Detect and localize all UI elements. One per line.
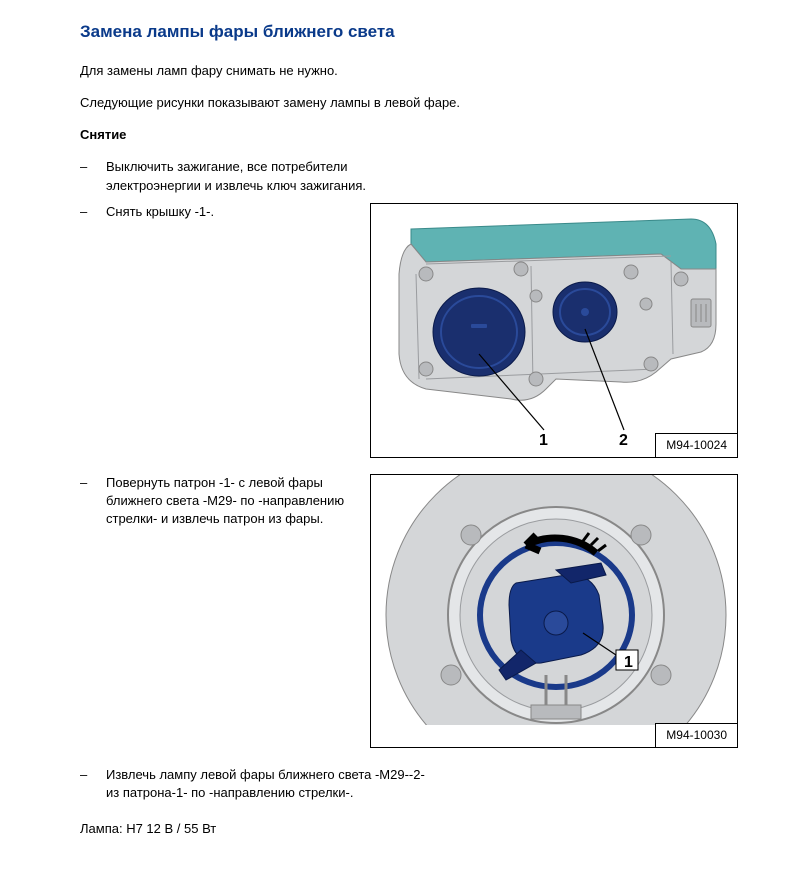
step-3-text: Повернуть патрон -1- с левой фары ближне… bbox=[106, 474, 346, 529]
figure-1-callout-2: 2 bbox=[619, 430, 628, 452]
figure-2: 1 M94-10030 bbox=[370, 474, 738, 748]
step-4-text: Извлечь лампу левой фары ближнего света … bbox=[106, 766, 426, 802]
lamp-spec: Лампа: H7 12 В / 55 Вт bbox=[80, 820, 763, 838]
page-title: Замена лампы фары ближнего света bbox=[80, 20, 763, 44]
step-3-row: – Повернуть патрон -1- с левой фары ближ… bbox=[80, 474, 763, 748]
headlight-rear-illustration bbox=[371, 204, 739, 459]
step-2-text: Снять крышку -1-. bbox=[106, 203, 214, 221]
removal-heading: Снятие bbox=[80, 126, 763, 144]
dash-icon: – bbox=[80, 203, 106, 221]
step-4: – Извлечь лампу левой фары ближнего свет… bbox=[80, 766, 763, 802]
dash-icon: – bbox=[80, 766, 106, 802]
dash-icon: – bbox=[80, 474, 106, 529]
step-2-row: – Снять крышку -1-. bbox=[80, 203, 763, 458]
step-1: – Выключить зажигание, все потребители э… bbox=[80, 158, 763, 194]
figure-2-callout-1: 1 bbox=[624, 652, 633, 674]
bulb-socket-illustration bbox=[371, 475, 739, 749]
dash-icon: – bbox=[80, 158, 106, 194]
figure-1-callout-1: 1 bbox=[539, 430, 548, 452]
figure-1: 1 2 M94-10024 bbox=[370, 203, 738, 458]
intro-text-1: Для замены ламп фару снимать не нужно. bbox=[80, 62, 480, 80]
figure-2-id: M94-10030 bbox=[655, 723, 737, 747]
step-1-text: Выключить зажигание, все потребители эле… bbox=[106, 158, 426, 194]
figure-1-id: M94-10024 bbox=[655, 433, 737, 457]
intro-text-2: Следующие рисунки показывают замену ламп… bbox=[80, 94, 480, 112]
